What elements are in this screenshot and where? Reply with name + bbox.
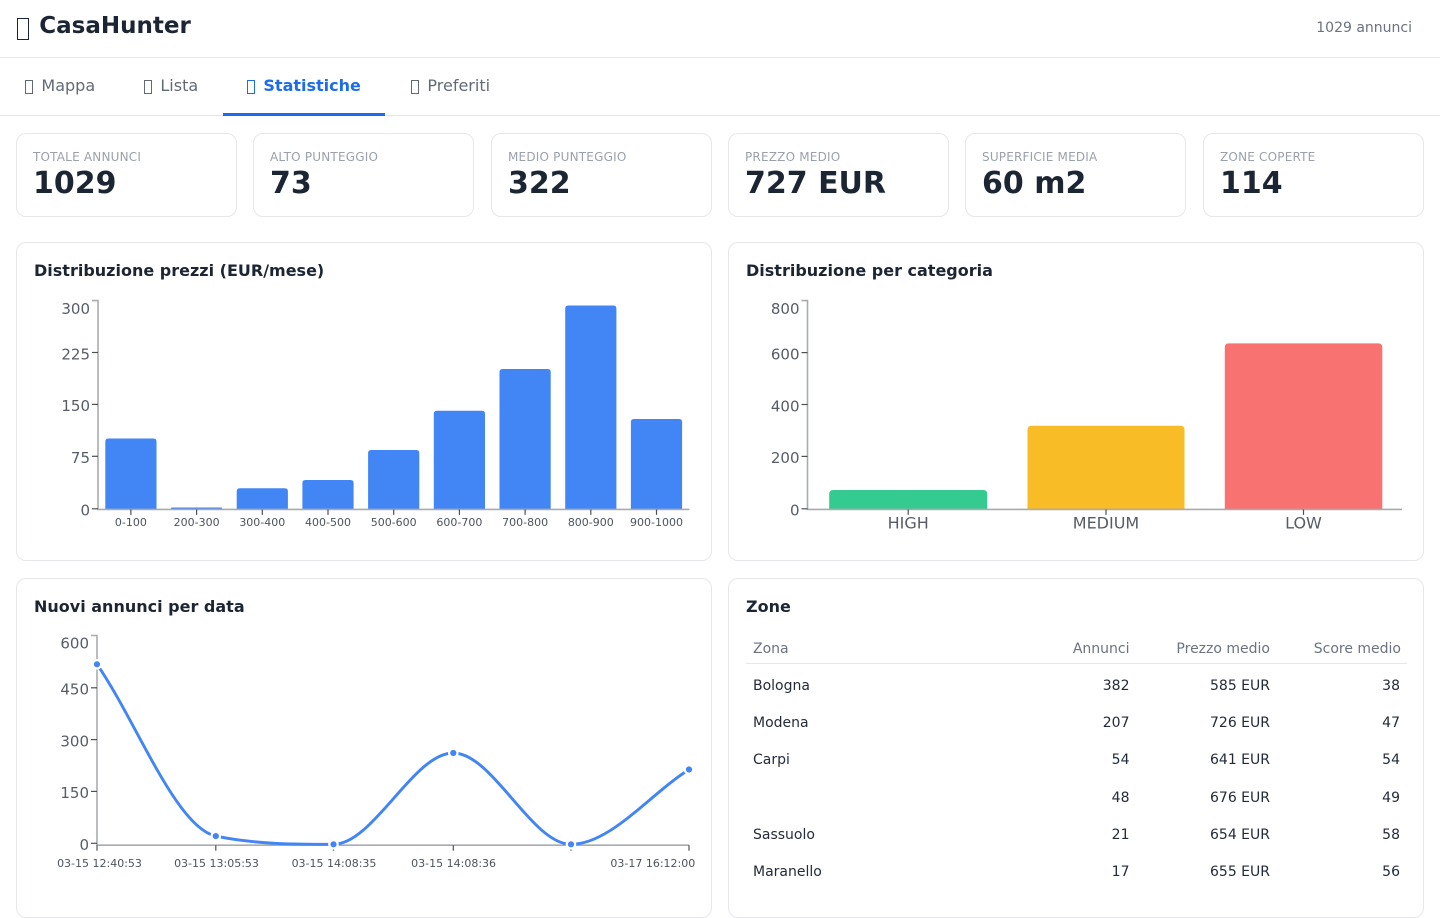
svg-text:0: 0 (790, 502, 800, 520)
svg-text:500-600: 500-600 (371, 516, 417, 529)
svg-text:HIGH: HIGH (888, 514, 929, 533)
svg-text:800: 800 (771, 300, 800, 318)
svg-text:0: 0 (79, 836, 89, 854)
svg-text:03-15 14:08:35: 03-15 14:08:35 (292, 857, 377, 870)
svg-text:0: 0 (80, 502, 90, 520)
svg-text:150: 150 (61, 397, 90, 415)
svg-text:600: 600 (60, 634, 89, 652)
svg-text:600: 600 (771, 345, 800, 363)
svg-text:600-700: 600-700 (436, 516, 482, 529)
svg-text:700-800: 700-800 (502, 516, 548, 529)
svg-text:03-17 16:12:00: 03-17 16:12:00 (610, 857, 695, 870)
svg-text:300-400: 300-400 (239, 516, 285, 529)
svg-text:400-500: 400-500 (305, 516, 351, 529)
svg-text:800-900: 800-900 (568, 516, 614, 529)
svg-text:03-15 14:08:36: 03-15 14:08:36 (411, 857, 496, 870)
svg-text:300: 300 (61, 300, 90, 318)
svg-text:0-100: 0-100 (115, 516, 147, 529)
svg-text:200: 200 (771, 449, 800, 467)
svg-text:LOW: LOW (1285, 514, 1322, 533)
svg-text:150: 150 (60, 784, 89, 802)
svg-text:300: 300 (60, 732, 89, 750)
svg-text:225: 225 (61, 345, 90, 363)
svg-text:400: 400 (771, 397, 800, 415)
svg-text:03-15 12:40:53: 03-15 12:40:53 (57, 857, 142, 870)
svg-text:03-15 13:05:53: 03-15 13:05:53 (174, 857, 259, 870)
svg-text:900-1000: 900-1000 (630, 516, 683, 529)
svg-text:450: 450 (60, 681, 89, 699)
svg-text:75: 75 (71, 449, 90, 467)
svg-text:200-300: 200-300 (174, 516, 220, 529)
svg-text:MEDIUM: MEDIUM (1073, 514, 1139, 533)
